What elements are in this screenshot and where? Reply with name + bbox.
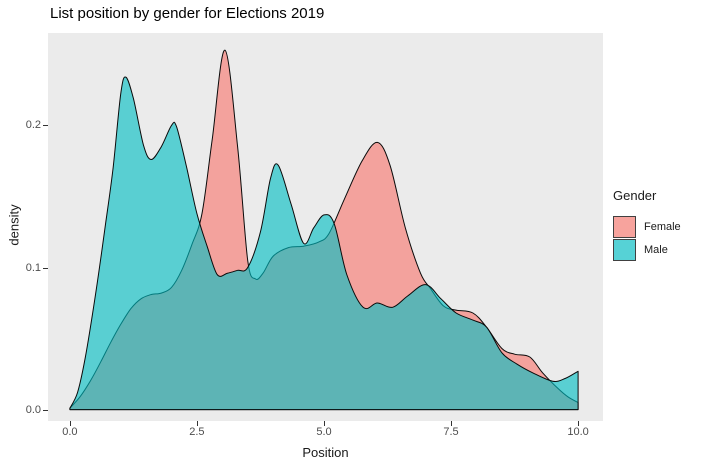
y-tick-label: 0.1 <box>25 261 41 274</box>
x-tick-mark <box>323 421 325 426</box>
y-tick-label: 0.2 <box>25 119 41 132</box>
plot-panel <box>48 33 603 421</box>
density-area-male <box>69 76 579 411</box>
legend-item-female: Female <box>613 216 681 238</box>
x-tick-mark <box>196 421 198 426</box>
y-tick-mark <box>43 125 48 127</box>
x-tick-label: 5.0 <box>316 426 332 438</box>
legend: Gender Female Male <box>613 188 681 262</box>
x-axis-title: Position <box>302 445 349 460</box>
chart-title: List position by gender for Elections 20… <box>50 5 325 22</box>
legend-key-swatch <box>613 239 636 261</box>
y-tick-mark <box>43 409 48 411</box>
legend-item-male: Male <box>613 239 681 261</box>
x-tick-mark <box>451 421 453 426</box>
legend-key-swatch <box>613 216 636 238</box>
x-tick-label: 2.5 <box>189 426 205 438</box>
x-tick-label: 0.0 <box>62 426 78 438</box>
legend-key-fill <box>614 217 635 237</box>
legend-key-fill <box>614 240 635 260</box>
legend-label: Male <box>644 244 668 256</box>
y-tick-label: 0.0 <box>25 403 41 416</box>
x-tick-mark <box>578 421 580 426</box>
x-tick-label: 7.5 <box>443 426 459 438</box>
legend-items: Female Male <box>613 216 681 261</box>
legend-title: Gender <box>613 188 657 203</box>
x-tick-label: 10.0 <box>567 426 589 438</box>
legend-label: Female <box>644 221 681 233</box>
x-tick-mark <box>69 421 71 426</box>
y-axis-title: density <box>6 204 22 246</box>
density-plot <box>69 49 579 411</box>
y-tick-mark <box>43 267 48 269</box>
